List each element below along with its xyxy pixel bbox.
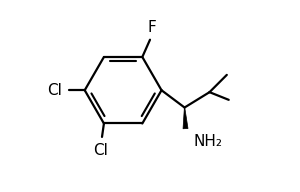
Text: Cl: Cl [93,143,107,158]
Text: Cl: Cl [47,83,62,98]
Text: F: F [148,20,156,35]
Text: NH₂: NH₂ [193,134,222,149]
Polygon shape [183,108,188,129]
